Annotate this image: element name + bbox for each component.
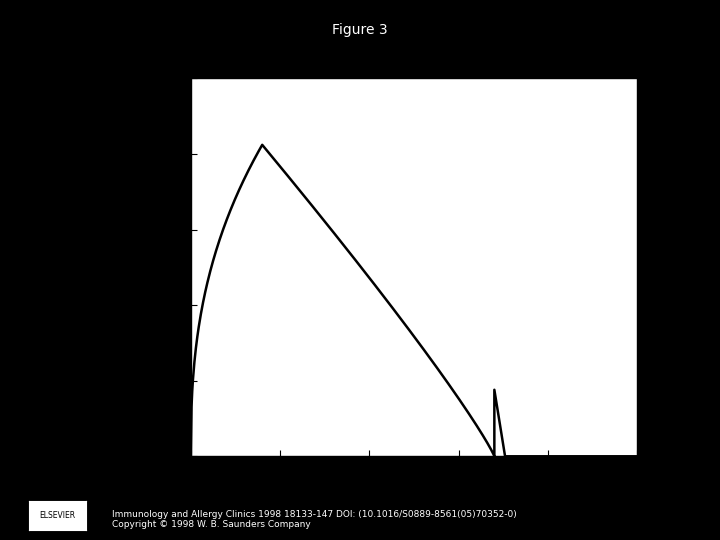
- Text: Copyright © 1998 W. B. Saunders Company: Copyright © 1998 W. B. Saunders Company: [112, 521, 310, 529]
- Text: ELSEVIER: ELSEVIER: [40, 511, 76, 520]
- Text: Figure 3: Figure 3: [332, 23, 388, 37]
- X-axis label: Volume (% predicted): Volume (% predicted): [321, 485, 507, 500]
- Y-axis label: Flow (% predicted): Flow (% predicted): [138, 186, 153, 348]
- Text: Immunology and Allergy Clinics 1998 18133-147 DOI: (10.1016/S0889-8561(05)70352-: Immunology and Allergy Clinics 1998 1813…: [112, 510, 516, 518]
